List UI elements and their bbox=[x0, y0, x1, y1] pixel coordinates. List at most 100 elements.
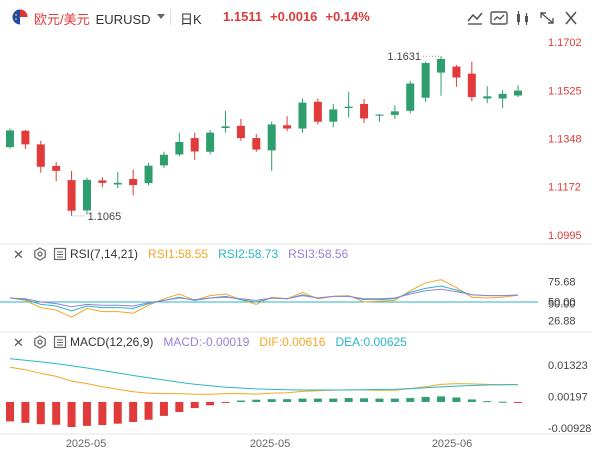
macd-bar bbox=[267, 399, 276, 402]
candle-body bbox=[406, 83, 415, 111]
rsi-axis-tick: 75.68 bbox=[548, 276, 576, 288]
gear-icon[interactable] bbox=[33, 247, 47, 261]
macd-value: MACD:-0.00019 bbox=[163, 335, 250, 349]
toolbar: 欧元/美元 EURUSD 日K 1.1511 +0.0016 +0.14% bbox=[0, 0, 592, 34]
macd-bar bbox=[344, 398, 353, 402]
candle-body bbox=[52, 165, 61, 171]
close-icon[interactable] bbox=[560, 8, 582, 28]
macd-bar bbox=[236, 400, 245, 402]
macd-bar bbox=[159, 401, 168, 416]
candle-body bbox=[437, 58, 446, 73]
list-icon[interactable] bbox=[53, 247, 67, 261]
rsi-series-line bbox=[9, 285, 519, 312]
macd-name: MACD(12,26,9) bbox=[70, 335, 154, 349]
candle-body bbox=[452, 66, 461, 78]
candle-body bbox=[498, 93, 507, 99]
timeframe-selector[interactable]: 日K bbox=[180, 12, 202, 27]
candle-body bbox=[329, 109, 338, 122]
chevron-down-icon[interactable] bbox=[157, 14, 165, 19]
symbol-code: EURUSD bbox=[95, 12, 151, 27]
candle-body bbox=[82, 179, 91, 211]
rsi1-value: RSI1:58.55 bbox=[148, 247, 209, 261]
list-icon[interactable] bbox=[53, 335, 67, 349]
price-change: +0.0016 bbox=[270, 9, 318, 24]
candle-body bbox=[175, 141, 184, 155]
indicator-icon[interactable] bbox=[512, 8, 534, 28]
price-axis-tick: 1.1348 bbox=[548, 134, 582, 146]
macd-bar bbox=[67, 401, 76, 427]
date-axis-tick: 2025-05 bbox=[66, 438, 106, 450]
macd-bar bbox=[437, 396, 446, 402]
dif-value: DIF:0.00616 bbox=[259, 335, 326, 349]
macd-bar bbox=[298, 398, 307, 402]
candle-body bbox=[21, 130, 30, 145]
divider bbox=[170, 9, 171, 25]
macd-bar bbox=[483, 401, 492, 403]
price-change-pct: +0.14% bbox=[325, 9, 370, 24]
rsi2-value: RSI2:58.73 bbox=[218, 247, 279, 261]
candle-body bbox=[421, 63, 430, 98]
macd-bar bbox=[421, 396, 430, 402]
dea-value: DEA:0.00625 bbox=[335, 335, 407, 349]
symbol-name: 欧元/美元 bbox=[34, 12, 90, 27]
candle-body bbox=[129, 179, 138, 186]
candle-body bbox=[206, 132, 215, 152]
last-price: 1.1511 bbox=[223, 9, 263, 24]
candle-body bbox=[236, 125, 245, 139]
candle-body bbox=[98, 180, 107, 183]
price-axis-tick: 1.0995 bbox=[548, 230, 582, 242]
symbol-selector[interactable]: 欧元/美元 EURUSD bbox=[34, 9, 151, 28]
candle-body bbox=[298, 102, 307, 129]
macd-bar bbox=[360, 398, 369, 402]
gear-icon[interactable] bbox=[33, 335, 47, 349]
candle-body bbox=[344, 106, 353, 109]
macd-series-line bbox=[9, 358, 519, 391]
draw-icon[interactable] bbox=[464, 8, 486, 28]
macd-bar bbox=[221, 401, 230, 403]
macd-bar bbox=[252, 399, 261, 402]
candle-body bbox=[467, 73, 476, 98]
candle-body bbox=[313, 101, 322, 122]
candle-body bbox=[360, 103, 369, 119]
candle-body bbox=[159, 154, 168, 166]
rsi-axis-tick: 50.00 bbox=[548, 297, 576, 309]
candle-body bbox=[390, 111, 399, 115]
macd-bar bbox=[452, 397, 461, 402]
price-axis-tick: 1.1172 bbox=[548, 182, 581, 194]
rsi-axis-tick: 26.88 bbox=[548, 315, 576, 327]
candle-body bbox=[6, 130, 14, 148]
macd-bar bbox=[113, 401, 122, 424]
fullscreen-icon[interactable] bbox=[536, 8, 558, 28]
candle-body bbox=[190, 138, 199, 152]
close-macd-icon[interactable]: ✕ bbox=[13, 335, 24, 350]
high-annotation: 1.1631 bbox=[387, 51, 421, 63]
macd-bar bbox=[144, 401, 153, 420]
macd-bar bbox=[175, 401, 184, 412]
macd-bar bbox=[36, 401, 45, 425]
macd-bar bbox=[6, 401, 14, 422]
candle-body bbox=[67, 180, 76, 211]
candle-body bbox=[283, 125, 292, 129]
candle-body bbox=[144, 165, 153, 184]
compare-icon[interactable] bbox=[488, 8, 510, 28]
candle-body bbox=[483, 96, 492, 99]
macd-bar bbox=[21, 401, 30, 423]
rsi-series-line bbox=[9, 288, 519, 308]
date-axis-tick: 2025-06 bbox=[432, 438, 472, 450]
low-annotation: 1.1065 bbox=[88, 211, 122, 223]
quote-summary: 1.1511 +0.0016 +0.14% bbox=[223, 9, 378, 24]
macd-bar bbox=[313, 398, 322, 402]
macd-bar bbox=[375, 398, 384, 402]
eu-us-flag-icon bbox=[12, 9, 28, 25]
candle-body bbox=[221, 126, 230, 128]
macd-bar bbox=[206, 401, 215, 406]
macd-series-line bbox=[9, 366, 519, 395]
close-rsi-icon[interactable]: ✕ bbox=[13, 247, 24, 262]
macd-bar bbox=[329, 398, 338, 402]
candle-body bbox=[36, 144, 45, 167]
macd-bar bbox=[98, 401, 107, 426]
macd-bar bbox=[82, 401, 91, 426]
rsi3-value: RSI3:58.56 bbox=[288, 247, 349, 261]
macd-axis-tick: -0.00928 bbox=[548, 423, 591, 435]
